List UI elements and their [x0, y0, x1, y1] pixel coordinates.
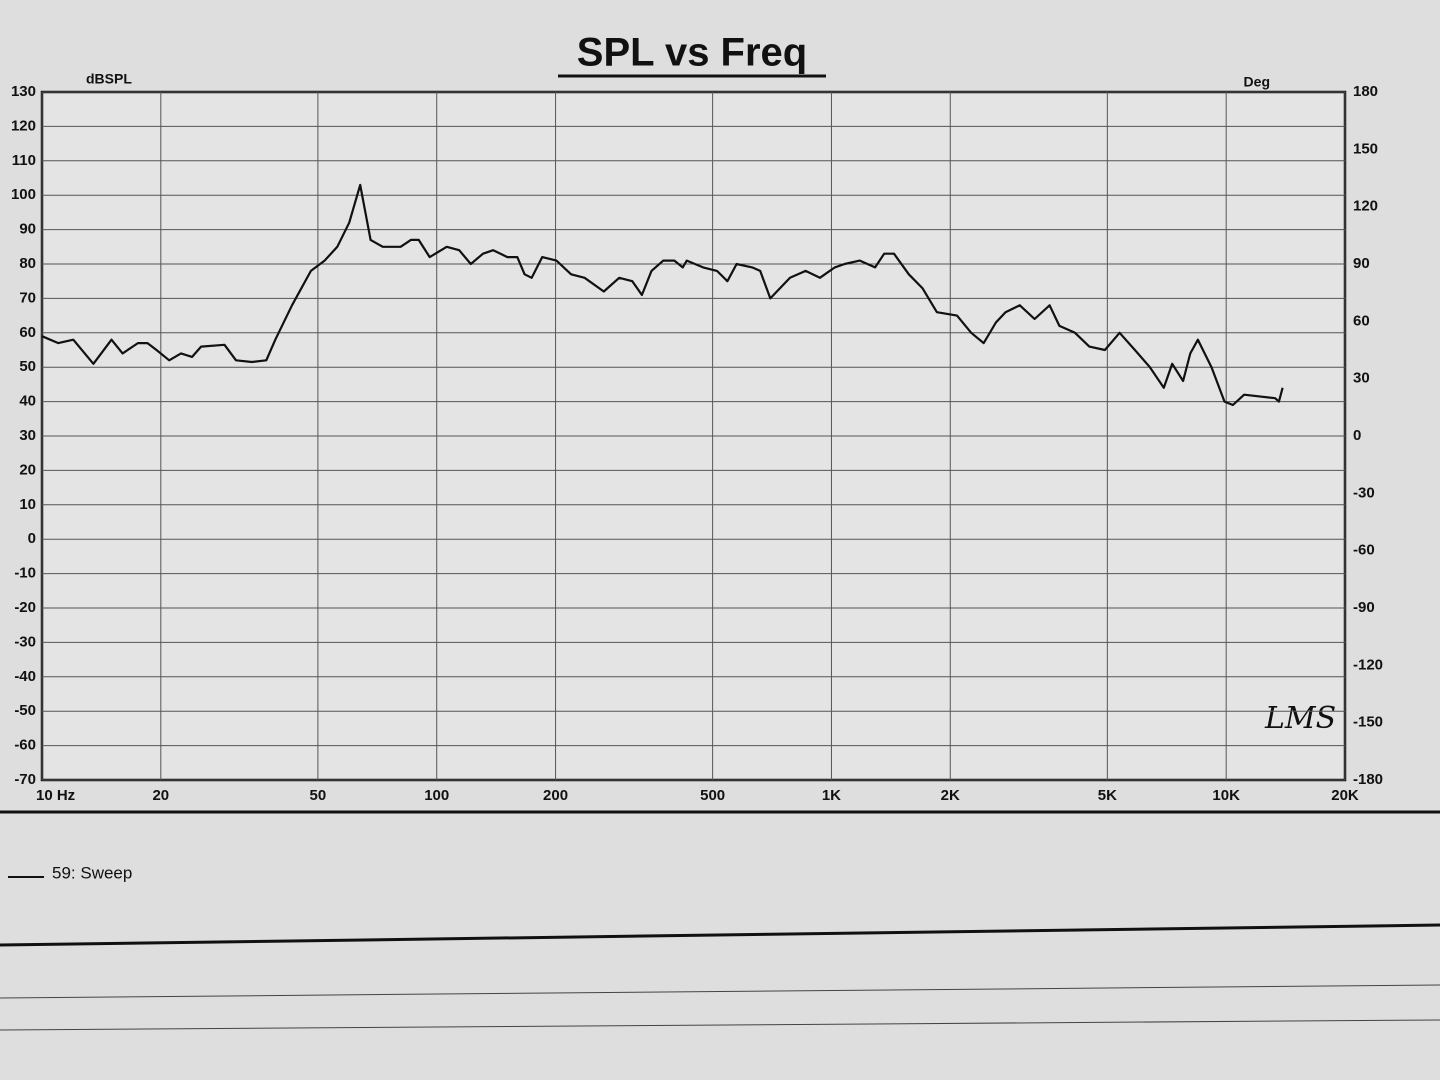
y-tick-label: -10 — [14, 565, 36, 582]
y2-axis-label: Deg — [1244, 74, 1270, 90]
data-line — [41, 183, 1284, 407]
y2-tick-label: 60 — [1353, 312, 1370, 329]
y2-tick-label: 0 — [1353, 427, 1361, 444]
x-tick-label: 2K — [941, 787, 960, 804]
y2-tick-label: -60 — [1353, 542, 1375, 559]
y2-tick-label: -120 — [1353, 656, 1383, 673]
y2-tick-label: 120 — [1353, 198, 1378, 215]
y2-tick-label: 180 — [1353, 83, 1378, 100]
y-tick-label: 110 — [12, 152, 36, 169]
y2-tick-label: 90 — [1353, 255, 1370, 272]
y2-tick-label: 30 — [1353, 370, 1370, 387]
annotation: LMS — [1264, 701, 1336, 736]
y-tick-label: 120 — [11, 117, 36, 134]
y-tick-label: 10 — [19, 496, 36, 513]
y-tick-label: 0 — [28, 530, 36, 547]
y-tick-label: 90 — [19, 221, 36, 238]
y-tick-label: 20 — [19, 461, 36, 478]
y-tick-label: 60 — [19, 324, 36, 341]
y-tick-label: 70 — [19, 289, 36, 306]
divider — [0, 1019, 1440, 1031]
x-tick-label: 5K — [1098, 787, 1117, 804]
x-tick-label: 20K — [1331, 787, 1359, 804]
x-tick-label: 200 — [543, 787, 568, 804]
legend-label: 59: Sweep — [52, 863, 132, 882]
chart-title: SPL vs Freq — [577, 31, 807, 75]
y-tick-label: -50 — [14, 702, 36, 719]
y-axis-label: dBSPL — [86, 71, 132, 87]
divider — [0, 984, 1440, 999]
x-tick-label: 50 — [310, 787, 327, 804]
y-tick-label: 30 — [19, 427, 36, 444]
x-tick-label: 1K — [822, 787, 841, 804]
y-tick-label: -30 — [14, 633, 36, 650]
x-tick-label: 10K — [1212, 787, 1240, 804]
y2-tick-label: -90 — [1353, 599, 1375, 616]
y2-tick-label: 150 — [1353, 140, 1378, 157]
divider — [0, 923, 1440, 947]
x-tick-label: 100 — [424, 787, 449, 804]
x-tick-label: 10 Hz — [36, 787, 75, 804]
y-tick-label: 100 — [11, 186, 36, 203]
y-tick-label: -70 — [14, 771, 36, 788]
y-tick-label: -20 — [14, 599, 36, 616]
y-tick-label: 80 — [19, 255, 36, 272]
y2-tick-label: -150 — [1353, 714, 1383, 731]
x-tick-label: 20 — [152, 787, 169, 804]
y2-tick-label: -180 — [1353, 771, 1383, 788]
y-tick-label: 40 — [19, 393, 36, 410]
y-tick-label: 130 — [11, 83, 36, 100]
y-tick-label: -40 — [14, 668, 36, 685]
y2-tick-label: -30 — [1353, 484, 1375, 501]
x-tick-label: 500 — [700, 787, 725, 804]
y-tick-label: 50 — [19, 358, 36, 375]
y-tick-label: -60 — [14, 737, 36, 754]
